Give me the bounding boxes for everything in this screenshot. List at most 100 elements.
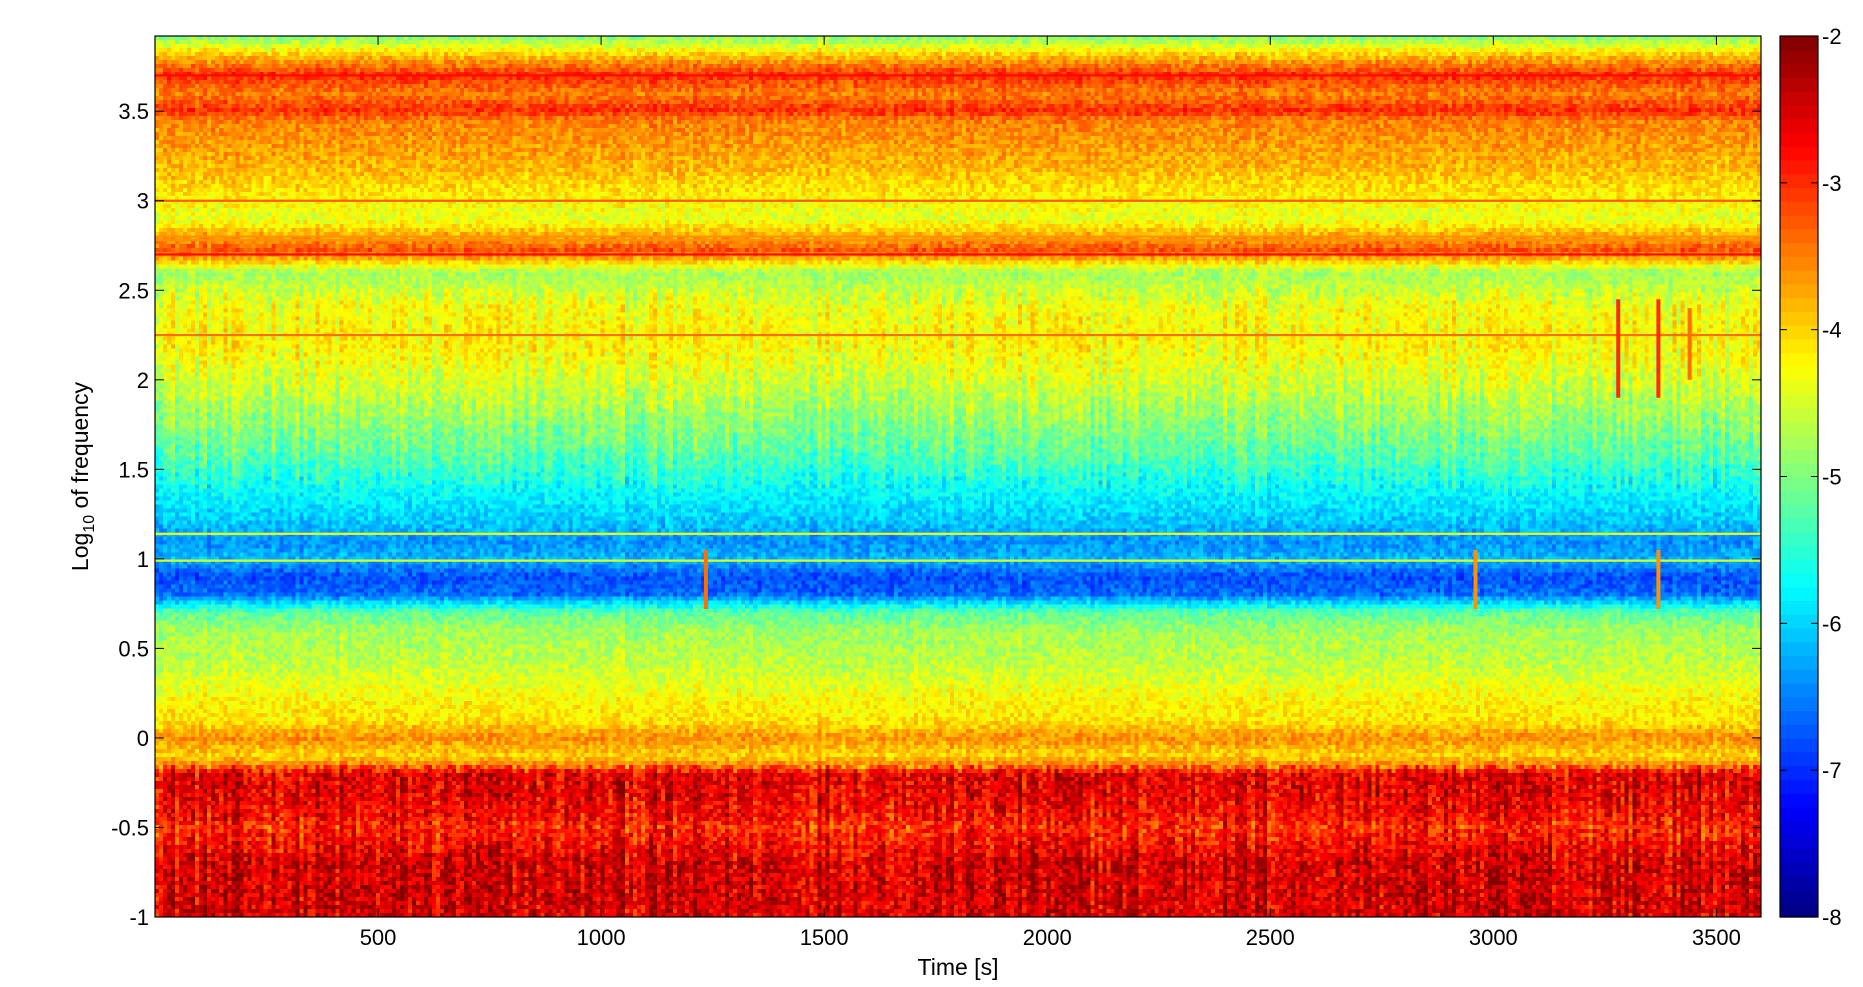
colorbar-segment [1780,504,1818,519]
y-axis: -1 -0.5 0 0.5 1 1.5 2 2.5 3 3.5 [111,99,1761,930]
colorbar-segment [1780,104,1818,120]
x-tick-label: 2000 [1023,925,1072,950]
y-tick-label: 3.5 [118,99,149,124]
colorbar-segment [1780,242,1818,257]
colorbar-segment [1780,63,1818,78]
colorbar-segment [1780,682,1818,698]
colorbar-segment [1780,366,1818,381]
x-axis-label: Time [s] [918,954,999,980]
y-tick-label: 1.5 [118,457,149,482]
colorbar [1780,36,1818,918]
colorbar-tick-label: -5 [1822,465,1842,490]
colorbar-axis: -8 -7 -6 -5 -4 -3 -2 [1780,24,1842,930]
colorbar-segment [1780,834,1818,849]
colorbar-segment [1780,586,1818,601]
colorbar-tick-label: -4 [1822,318,1842,343]
colorbar-segment [1780,173,1818,189]
colorbar-tick-label: -3 [1822,171,1842,196]
colorbar-segment [1780,559,1818,574]
colorbar-segment [1780,710,1818,725]
colorbar-segment [1780,641,1818,657]
colorbar-segment [1780,325,1818,340]
colorbar-segment [1780,228,1818,244]
y-tick-label: -1 [129,905,149,930]
x-tick-label: 500 [360,925,397,950]
colorbar-tick-label: -8 [1822,905,1842,930]
colorbar-segment [1780,751,1818,767]
y-axis-label-suffix: of frequency [67,381,93,514]
colorbar-segment [1780,600,1818,615]
x-tick-label: 2500 [1246,925,1295,950]
colorbar-segment [1780,765,1818,780]
colorbar-segment [1780,338,1818,354]
x-tick-label: 1500 [800,925,849,950]
y-axis-label: Log10 of frequency [67,381,98,571]
colorbar-segment [1780,146,1818,161]
colorbar-tick-label: -7 [1822,758,1842,783]
colorbar-segment [1780,421,1818,436]
colorbar-segment [1780,820,1818,836]
colorbar-segment [1780,49,1818,65]
colorbar-segment [1780,462,1818,478]
colorbar-segment [1780,738,1818,753]
colorbar-segment [1780,187,1818,202]
x-tick-label: 3500 [1692,925,1741,950]
colorbar-segment [1780,669,1818,684]
colorbar-segment [1780,655,1818,670]
colorbar-segment [1780,531,1818,546]
plot-area [154,35,1762,918]
colorbar-segment [1780,159,1818,175]
heatmap-cells [155,36,1761,917]
y-tick-label: 2.5 [118,278,149,303]
colorbar-segment [1780,118,1818,133]
colorbar-segment [1780,311,1818,326]
colorbar-segment [1780,861,1818,877]
colorbar-segment [1780,848,1818,863]
colorbar-segment [1780,36,1818,51]
colorbar-segment [1780,393,1818,409]
colorbar-segment [1780,435,1818,450]
colorbar-segment [1780,352,1818,367]
y-tick-label: 3 [137,189,149,214]
x-tick-label: 3000 [1469,925,1518,950]
y-tick-label: 0 [137,726,149,751]
colorbar-tick-label: -2 [1822,24,1842,49]
colorbar-segment [1780,490,1818,505]
colorbar-segment [1780,77,1818,92]
y-tick-label: 0.5 [118,636,149,661]
colorbar-segment [1780,256,1818,271]
transient-events [703,299,1692,610]
colorbar-segment [1780,132,1818,147]
x-tick-label: 1000 [577,925,626,950]
colorbar-segment [1780,214,1818,230]
colorbar-segment [1780,627,1818,643]
colorbar-segment [1780,696,1818,712]
y-tick-label: -0.5 [111,815,149,840]
colorbar-segment [1780,806,1818,822]
colorbar-segment [1780,448,1818,464]
colorbar-segment [1780,201,1818,216]
colorbar-segment [1780,545,1818,560]
x-axis: 500 1000 1500 2000 2500 3000 3500 [360,36,1741,950]
colorbar-segment [1780,91,1818,106]
colorbar-segment [1780,889,1818,904]
colorbar-segment [1780,297,1818,312]
colorbar-segment [1780,517,1818,533]
y-tick-label: 2 [137,368,149,393]
colorbar-segment [1780,283,1818,299]
y-axis-label-subscript: 10 [81,515,98,533]
colorbar-segment [1780,614,1818,629]
colorbar-segment [1780,476,1818,491]
colorbar-segment [1780,793,1818,808]
spectral-lines [155,74,1761,562]
y-tick-label: 1 [137,547,149,572]
colorbar-tick-label: -6 [1822,611,1842,636]
colorbar-segment [1780,270,1818,285]
colorbar-segment [1780,779,1818,794]
colorbar-segment [1780,572,1818,588]
colorbar-segment [1780,380,1818,395]
colorbar-segment [1780,903,1818,918]
colorbar-segment [1780,407,1818,423]
heatmap-image [155,36,1761,917]
